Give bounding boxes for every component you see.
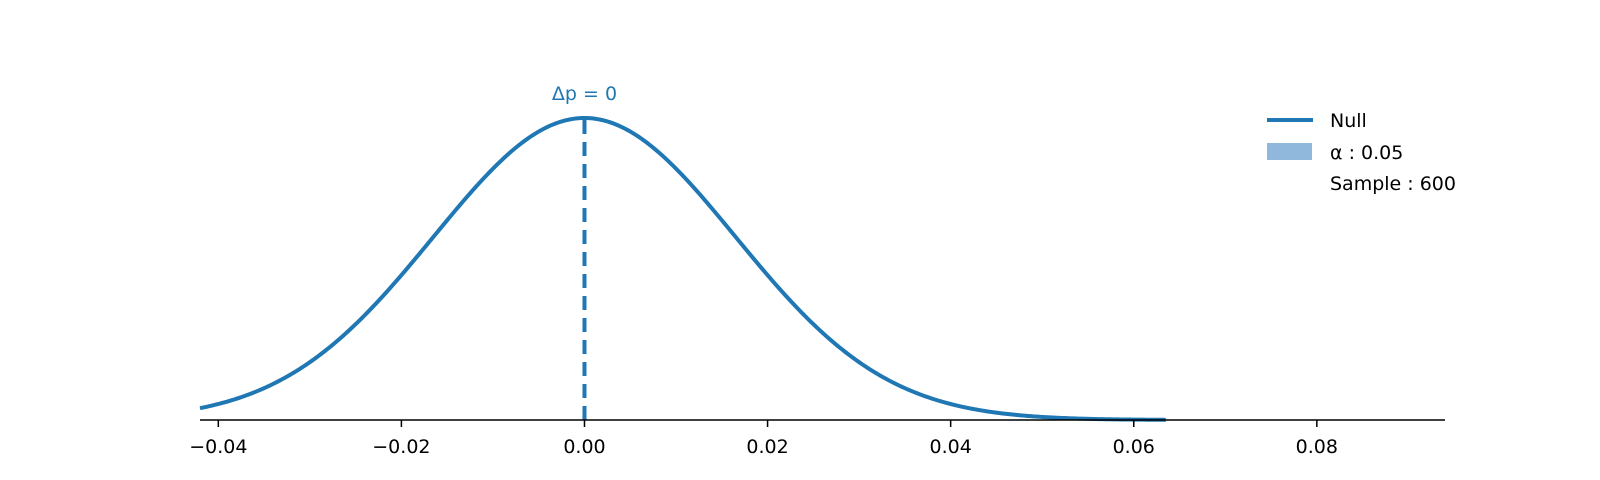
mean-annotation-label: Δp = 0: [552, 83, 617, 105]
x-tick-label: −0.02: [372, 436, 430, 458]
x-tick-label: 0.04: [930, 436, 972, 458]
x-tick-label: −0.04: [189, 436, 247, 458]
legend-alpha-swatch: [1267, 143, 1312, 160]
legend: Null α : 0.05 Sample : 600: [1267, 110, 1456, 195]
x-tick-label: 0.06: [1113, 436, 1155, 458]
x-tick-label: 0.02: [746, 436, 788, 458]
null-distribution-curve: [199, 115, 1166, 422]
x-axis: −0.04 −0.02 0.00 0.02 0.04 0.06 0.08: [189, 419, 1445, 458]
legend-null-label: Null: [1330, 110, 1367, 132]
legend-sample-label: Sample : 600: [1330, 173, 1456, 195]
legend-alpha-label: α : 0.05: [1330, 142, 1403, 164]
x-tick-label: 0.00: [563, 436, 605, 458]
x-tick-label: 0.08: [1296, 436, 1338, 458]
x-ticks: −0.04 −0.02 0.00 0.02 0.04 0.06 0.08: [189, 420, 1338, 458]
plot-area: Δp = 0: [199, 83, 1166, 422]
